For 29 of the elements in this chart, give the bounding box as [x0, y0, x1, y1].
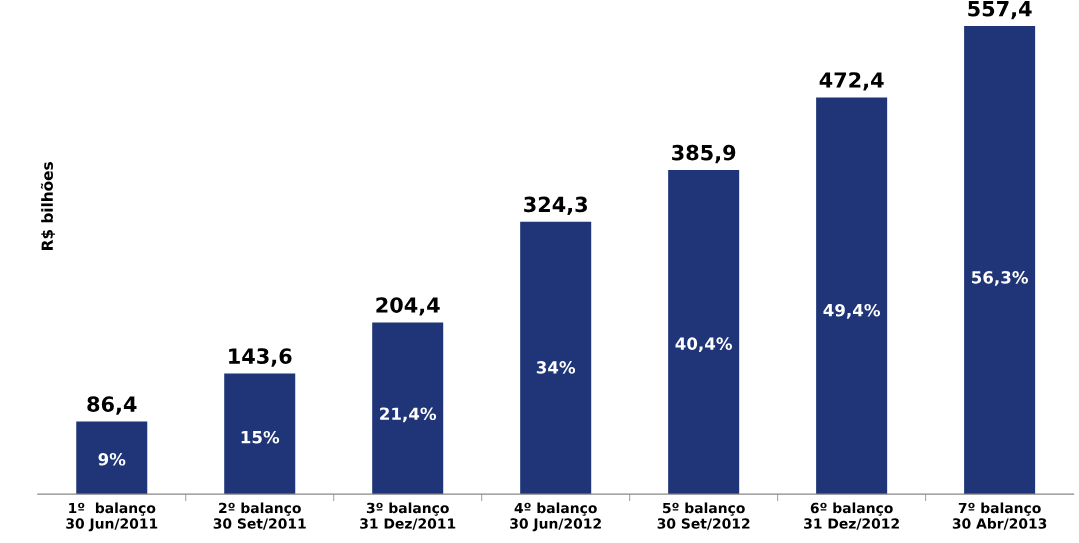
x-tick-label: 4º balanço 30 Jun/2012	[510, 502, 601, 532]
x-tick-label: 6º balanço 31 Dez/2012	[804, 502, 899, 530]
x-tick-label: 1º balanço 30 Jun/2011	[66, 502, 158, 532]
data-label: 324,3	[524, 196, 587, 215]
annotation: 56,3%	[971, 271, 1028, 286]
data-label: 472,4	[819, 72, 884, 91]
x-tick-label: 2º balanço 30 Set/2011	[213, 502, 306, 530]
y-axis-title: R$ bilhões	[40, 162, 56, 250]
data-label: 143,6	[229, 348, 292, 367]
data-label: 385,9	[672, 144, 736, 164]
bar	[964, 26, 1036, 495]
data-label: 86,4	[87, 396, 137, 415]
annotation: 49,4%	[823, 303, 881, 319]
x-tick-label: 5º balanço 30 Set/2012	[657, 502, 750, 530]
bar	[668, 170, 740, 495]
annotation: 9%	[98, 452, 126, 466]
bar	[76, 421, 148, 495]
data-label: 557,4	[968, 1, 1032, 20]
annotation: 40,4%	[675, 337, 733, 353]
annotation: 15%	[241, 430, 280, 444]
bar	[520, 221, 592, 495]
annotation: 34%	[536, 361, 576, 374]
x-tick-label: 3º balanço 31 Dez/2011	[360, 502, 456, 530]
bar	[224, 373, 296, 495]
bar	[372, 322, 444, 495]
bar	[816, 97, 888, 495]
x-tick-label: 7º balanço 30 Abr/2013	[952, 502, 1047, 530]
data-label: 204,4	[376, 297, 440, 316]
annotation: 21,4%	[380, 407, 437, 423]
